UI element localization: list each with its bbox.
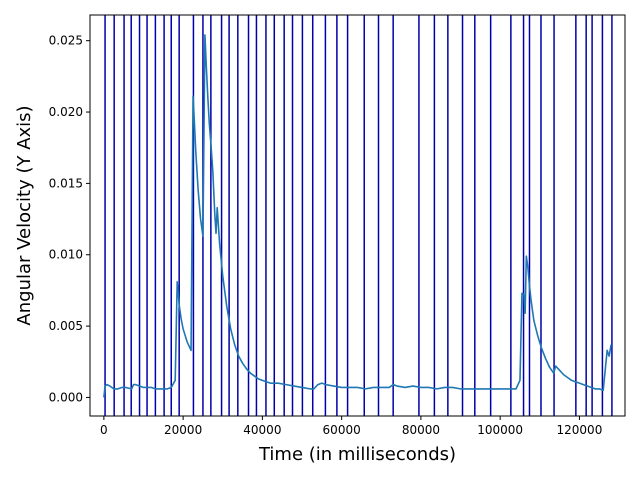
y-tick-label: 0.020 — [49, 105, 83, 119]
series-line — [103, 34, 612, 398]
y-axis-label: Angular Velocity (Y Axis) — [14, 105, 35, 325]
x-tick-label: 120000 — [557, 423, 603, 437]
plot-area-frame — [89, 14, 626, 417]
vertical-marker-lines — [104, 15, 613, 416]
x-tick-label: 20000 — [164, 423, 202, 437]
x-axis-ticks: 0 20000 40000 60000 80000 100000 120000 — [100, 416, 602, 437]
y-axis-ticks: 0.000 0.005 0.010 0.015 0.020 0.025 — [49, 34, 90, 404]
y-tick-label: 0.000 — [49, 390, 83, 404]
x-tick-label: 40000 — [243, 423, 281, 437]
series-layer — [103, 34, 612, 398]
y-tick-label: 0.005 — [49, 319, 83, 333]
y-tick-label: 0.025 — [49, 34, 83, 48]
x-tick-label: 60000 — [323, 423, 361, 437]
x-axis-label: Time (in milliseconds) — [258, 444, 456, 465]
y-tick-label: 0.015 — [49, 176, 83, 190]
y-tick-label: 0.010 — [49, 248, 83, 262]
x-tick-label: 0 — [100, 423, 108, 437]
x-tick-label: 100000 — [477, 423, 523, 437]
x-tick-label: 80000 — [402, 423, 440, 437]
